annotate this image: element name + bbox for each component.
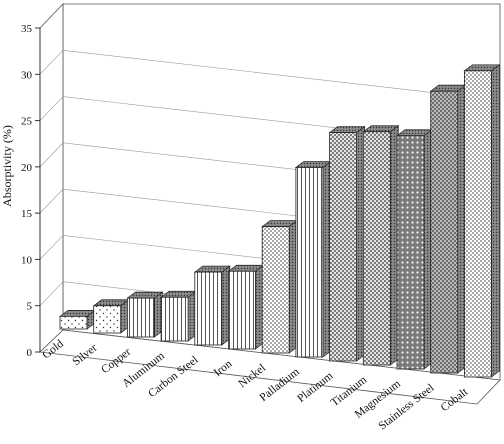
floor (39, 329, 501, 405)
gridline (39, 188, 64, 214)
bar-magnesium (395, 129, 434, 370)
y-tick-label: 15 (21, 208, 33, 220)
bar-platinum (328, 125, 366, 362)
y-tick-label: 35 (21, 23, 33, 35)
y-tick-label: 0 (27, 347, 33, 359)
bar-palladium (294, 160, 332, 358)
bar-carbon-steel (193, 265, 231, 346)
side-wall (39, 3, 64, 353)
bar-iron (227, 264, 265, 350)
gridline (39, 142, 64, 168)
y-axis-title: Absorptivity (%) (0, 125, 14, 207)
y-tick-label: 30 (21, 69, 33, 81)
bar-gold (58, 309, 97, 330)
gridline (39, 281, 64, 306)
bar-silver (92, 299, 130, 334)
bar-copper (126, 291, 164, 338)
bar-titanium (362, 125, 400, 366)
y-tick-label: 10 (21, 254, 33, 266)
gridline (39, 96, 64, 121)
y-tick-label: 20 (21, 162, 33, 174)
y-axis: 0 5 10 15 20 25 30 35 (21, 23, 41, 359)
y-tick-label: 25 (21, 116, 33, 128)
bar-nickel (261, 219, 299, 354)
y-tick-label: 5 (27, 301, 33, 313)
gridline (62, 49, 501, 101)
bars (58, 64, 501, 378)
gridline (39, 50, 64, 75)
bar-cobalt (463, 64, 501, 378)
bar-aluminum (160, 290, 198, 342)
gridline (39, 235, 64, 260)
bar-stainless-steel (429, 84, 467, 374)
